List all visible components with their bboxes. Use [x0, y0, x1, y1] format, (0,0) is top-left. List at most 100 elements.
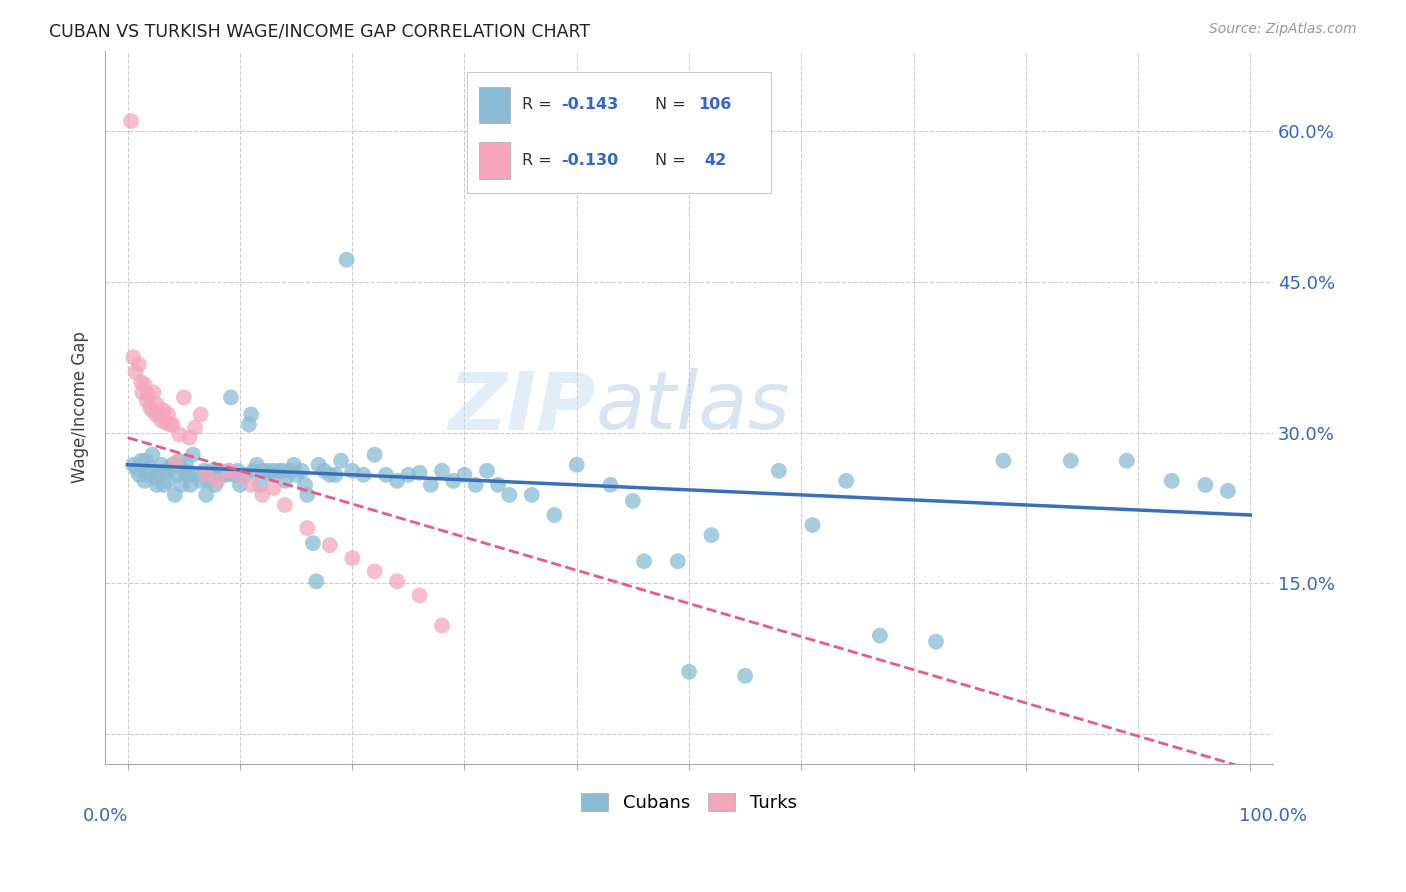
Point — [285, 467, 308, 482]
Point — [146, 397, 169, 411]
Point — [768, 464, 790, 478]
Point — [319, 538, 342, 552]
Point — [141, 448, 163, 462]
Point — [263, 464, 285, 478]
Point — [242, 464, 264, 478]
Point — [155, 416, 177, 430]
Point — [283, 458, 305, 472]
Point — [543, 508, 565, 522]
Point — [181, 448, 204, 462]
Point — [145, 408, 167, 422]
Point — [486, 478, 509, 492]
Point — [621, 494, 644, 508]
Point — [925, 634, 948, 648]
Point — [1160, 474, 1182, 488]
Point — [274, 474, 297, 488]
Point — [134, 474, 156, 488]
Point — [184, 467, 207, 482]
Point — [330, 454, 353, 468]
Point — [170, 478, 193, 492]
Point — [120, 114, 142, 128]
Point — [274, 498, 297, 512]
Point — [869, 629, 891, 643]
Point — [204, 478, 226, 492]
Text: 100.0%: 100.0% — [1239, 807, 1306, 825]
Point — [193, 464, 215, 478]
Point — [305, 574, 328, 589]
Point — [385, 574, 408, 589]
Point — [190, 474, 212, 488]
Point — [122, 350, 145, 364]
Point — [336, 252, 359, 267]
Point — [263, 481, 285, 495]
Point — [184, 420, 207, 434]
Point — [408, 466, 430, 480]
Point — [441, 474, 464, 488]
Point — [173, 391, 195, 405]
Text: Source: ZipAtlas.com: Source: ZipAtlas.com — [1209, 22, 1357, 37]
Point — [319, 467, 342, 482]
Point — [162, 417, 184, 432]
Point — [475, 464, 498, 478]
Point — [271, 464, 294, 478]
Point — [801, 518, 824, 533]
Point — [430, 618, 453, 632]
Point — [169, 427, 191, 442]
Point — [148, 466, 170, 480]
Point — [308, 458, 330, 472]
Point — [352, 467, 374, 482]
Point — [252, 488, 274, 502]
Point — [165, 456, 187, 470]
Point — [125, 463, 148, 477]
Point — [159, 417, 181, 432]
Point — [150, 458, 173, 472]
Point — [408, 589, 430, 603]
Point — [453, 467, 475, 482]
Point — [297, 521, 319, 535]
Point — [249, 478, 271, 492]
Point — [208, 464, 231, 478]
Point — [152, 478, 174, 492]
Point — [128, 357, 150, 371]
Point — [155, 464, 177, 478]
Point — [498, 488, 520, 502]
Point — [633, 554, 655, 568]
Point — [374, 467, 396, 482]
Point — [141, 403, 163, 417]
Point — [240, 478, 263, 492]
Point — [240, 408, 263, 422]
Point — [464, 478, 486, 492]
Point — [131, 385, 153, 400]
Point — [215, 467, 238, 482]
Point — [993, 454, 1015, 468]
Point — [136, 387, 159, 401]
Point — [157, 408, 180, 422]
Point — [135, 393, 157, 408]
Point — [152, 403, 174, 417]
Point — [835, 474, 858, 488]
Point — [139, 460, 162, 475]
Point — [340, 464, 363, 478]
Point — [207, 474, 229, 488]
Point — [169, 454, 191, 468]
Point — [159, 460, 181, 475]
Point — [174, 458, 197, 472]
Point — [177, 467, 200, 482]
Point — [129, 376, 152, 390]
Point — [166, 467, 188, 482]
Point — [666, 554, 689, 568]
Point — [1194, 478, 1216, 492]
Point — [157, 474, 180, 488]
Text: ZIP: ZIP — [449, 368, 596, 447]
Point — [148, 408, 170, 422]
Point — [145, 471, 167, 485]
Point — [190, 408, 212, 422]
Point — [179, 431, 201, 445]
Point — [124, 365, 146, 379]
Point — [136, 467, 159, 482]
Point — [224, 467, 246, 482]
Point — [280, 464, 302, 478]
Point — [146, 478, 169, 492]
Point — [219, 391, 242, 405]
Text: 0.0%: 0.0% — [83, 807, 128, 825]
